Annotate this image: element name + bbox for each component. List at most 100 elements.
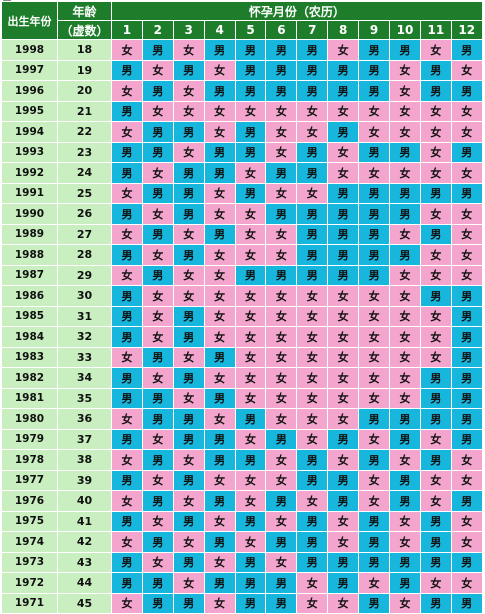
gender-cell: 女 [111,408,143,430]
gender-cell: 女 [234,203,267,225]
gender-cell: 男 [265,59,298,81]
birth-year-cell: 1980 [1,408,58,430]
gender-cell: 男 [419,387,452,409]
gender-cell: 男 [111,428,143,450]
age-cell: 20 [57,80,112,102]
table-row: 1974 42 女男女男女男男女男女男女 [1,531,483,553]
gender-cell: 女 [358,285,391,307]
gender-cell: 男 [358,244,391,266]
gender-cell: 男 [111,162,143,184]
gender-cell: 女 [265,346,298,368]
gender-cell: 女 [265,367,298,389]
gender-cell: 男 [172,305,205,327]
gender-cell: 男 [234,572,267,594]
gender-cell: 女 [358,490,391,512]
age-cell: 21 [57,100,112,122]
gender-cell: 男 [358,531,391,553]
gender-cell: 男 [389,408,421,430]
gender-cell: 男 [265,572,298,594]
gender-cell: 男 [327,469,360,491]
gender-cell: 女 [419,121,452,143]
gender-cell: 女 [141,305,174,327]
gender-cell: 女 [172,346,205,368]
gender-cell: 女 [450,469,483,491]
gender-cell: 女 [450,162,483,184]
gender-cell: 男 [111,469,143,491]
gender-cell: 女 [327,141,360,163]
gender-cell: 男 [203,490,236,512]
gender-cell: 男 [172,121,205,143]
month-header-6: 6 [265,20,298,40]
gender-cell: 男 [141,490,174,512]
gender-cell: 女 [203,203,236,225]
gender-cell: 女 [358,346,391,368]
gender-cell: 女 [327,285,360,307]
age-cell: 37 [57,428,112,450]
gender-cell: 男 [296,39,329,61]
age-cell: 41 [57,510,112,532]
gender-cell: 男 [172,510,205,532]
gender-cell: 男 [450,346,483,368]
gender-cell: 男 [419,182,452,204]
gender-cell: 女 [203,59,236,81]
age-cell: 28 [57,244,112,266]
age-cell: 36 [57,408,112,430]
gender-cell: 女 [327,531,360,553]
gender-cell: 女 [111,346,143,368]
gender-cell: 男 [327,223,360,245]
gender-cell: 女 [141,367,174,389]
gender-cell: 男 [358,223,391,245]
gender-cell: 男 [203,80,236,102]
gender-cell: 女 [389,80,421,102]
gender-cell: 男 [327,203,360,225]
gender-cell: 女 [450,572,483,594]
gender-cell: 女 [234,223,267,245]
gender-cell: 男 [358,203,391,225]
table-row: 1988 28 男女男女女女男男男男女女 [1,244,483,266]
birth-year-cell: 1995 [1,100,58,122]
age-cell: 45 [57,592,112,614]
gender-cell: 男 [265,592,298,614]
gender-cell: 男 [111,59,143,81]
gender-cell: 男 [358,449,391,471]
gender-cell: 女 [296,490,329,512]
age-cell: 24 [57,162,112,184]
table-row: 1983 33 女男女男女女女女女女女男 [1,346,483,368]
gender-cell: 男 [450,305,483,327]
gender-cell: 男 [296,531,329,553]
gender-cell: 女 [141,203,174,225]
gender-cell: 女 [265,387,298,409]
gender-cell: 女 [111,223,143,245]
age-cell: 44 [57,572,112,594]
gender-cell: 男 [172,244,205,266]
birth-year-cell: 1982 [1,367,58,389]
gender-cell: 女 [265,100,298,122]
month-header-5: 5 [234,20,267,40]
gender-cell: 女 [234,428,267,450]
gender-cell: 男 [234,449,267,471]
gender-cell: 男 [203,346,236,368]
birth-year-cell: 1992 [1,162,58,184]
birth-year-cell: 1974 [1,531,58,553]
table-row: 1995 21 男女女女女女女女女女女女 [1,100,483,122]
age-cell: 43 [57,551,112,573]
birth-year-cell: 1972 [1,572,58,594]
gender-cell: 男 [265,80,298,102]
month-group-header: 怀孕月份（农历） [111,1,483,21]
table-row: 1977 39 男女男女女女男男女男女女 [1,469,483,491]
gender-cell: 男 [450,39,483,61]
table-row: 1993 23 男男女男男女男女男男女男 [1,141,483,163]
gender-cell: 女 [296,182,329,204]
gender-cell: 女 [141,469,174,491]
gender-cell: 男 [419,449,452,471]
gender-cell: 男 [172,162,205,184]
gender-cell: 男 [141,387,174,409]
gender-cell: 男 [172,182,205,204]
gender-cell: 男 [450,367,483,389]
gender-cell: 女 [265,469,298,491]
gender-cell: 男 [450,285,483,307]
month-header-11: 11 [419,20,452,40]
gender-cell: 女 [296,592,329,614]
gender-cell: 女 [296,367,329,389]
